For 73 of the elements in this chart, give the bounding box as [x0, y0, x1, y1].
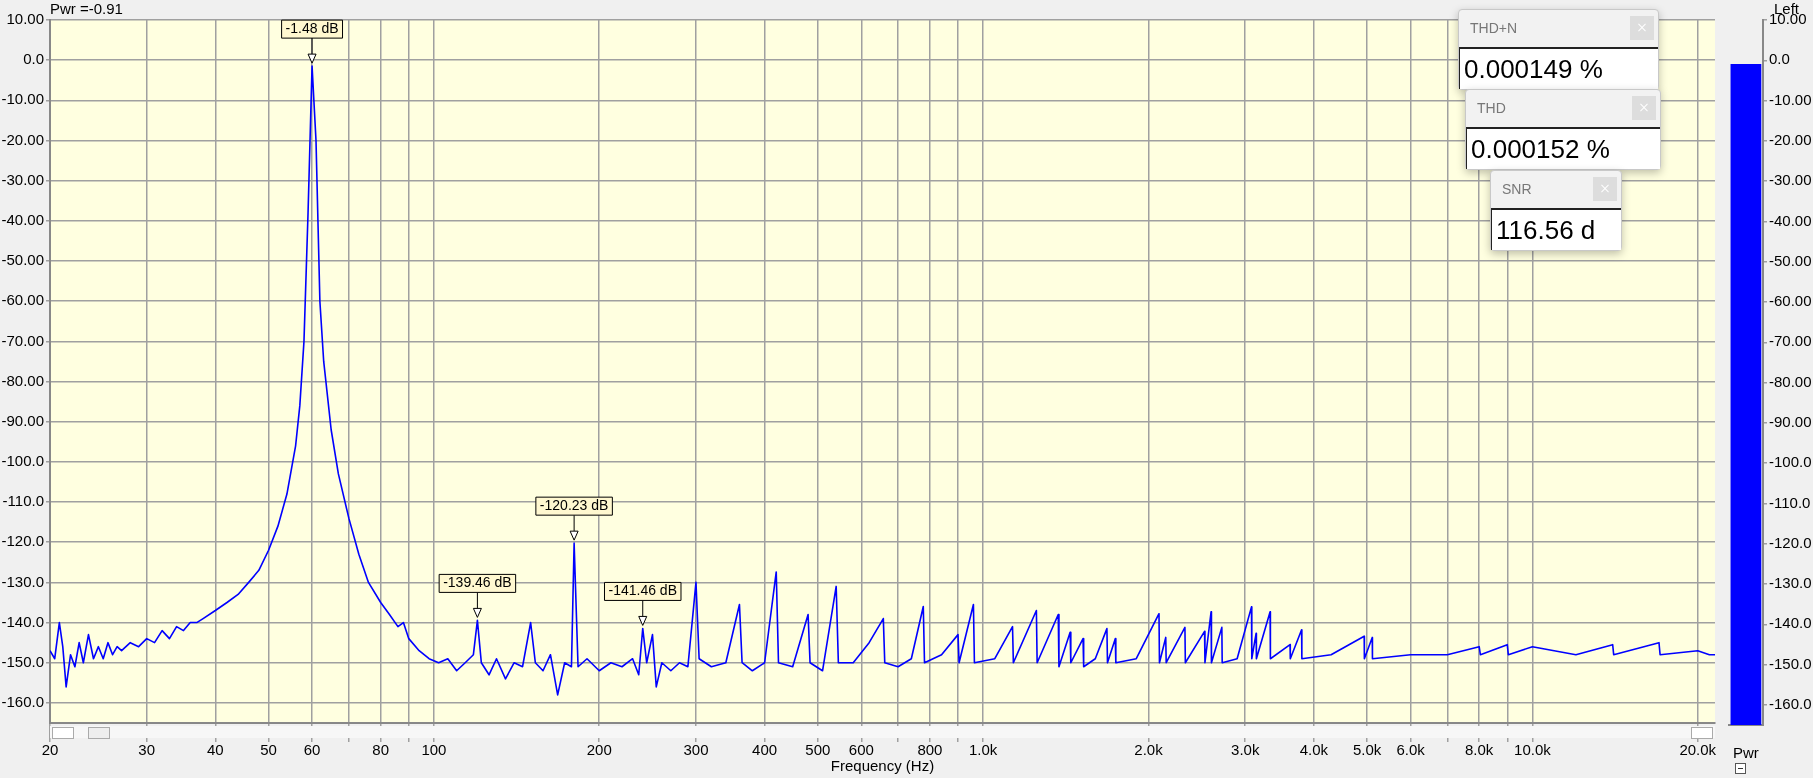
x-tick-label: 10.0k [1514, 741, 1552, 759]
y-tick-label: -30.00 [1, 170, 44, 188]
y-tick-label: -110.0 [2, 492, 44, 510]
x-tick-label: 100 [421, 741, 447, 759]
y-tick-label: 10.00 [6, 10, 44, 28]
y-tick-label: -160.0 [1, 693, 44, 711]
y-tick-label: -60.00 [1, 291, 44, 309]
y-tick-label: -110.0 [1769, 493, 1811, 511]
annotation: 116.56 d [1491, 208, 1621, 250]
y-tick-label: -140.0 [1, 612, 44, 630]
y-tick-label: -80.00 [1, 371, 44, 389]
x-axis-title: Frequency (Hz) [830, 757, 935, 775]
y-tick-label: -140.0 [1769, 614, 1812, 632]
y-tick-label: -50.00 [1, 251, 44, 269]
x-tick-label: 6.0k [1396, 741, 1426, 759]
y-tick-label: -90.00 [1, 411, 44, 429]
annotation: 0.000152 % [1466, 127, 1660, 169]
y-tick-label: 0.0 [1769, 50, 1790, 68]
x-tick-label: 5.0k [1352, 741, 1382, 759]
y-tick-label: -100.0 [1, 452, 44, 470]
annotation: SNR [1502, 181, 1532, 197]
x-tick-label: 600 [848, 741, 874, 759]
y-tick-label: -10.00 [1769, 90, 1812, 108]
y-tick-label: -130.0 [1769, 574, 1812, 592]
text: Pwr =-0.91 [50, 0, 123, 17]
y-tick-label: -130.0 [1, 572, 44, 590]
y-tick-label: -40.00 [1769, 211, 1812, 229]
y-tick-label: -30.00 [1769, 171, 1812, 189]
x-tick-label: 200 [586, 741, 612, 759]
y-tick-label: -100.0 [1769, 453, 1812, 471]
y-tick-label: -120.0 [1769, 533, 1812, 551]
y-tick-label: -70.00 [1, 331, 44, 349]
x-tick-label: 4.0k [1299, 741, 1329, 759]
readout-panel: SNR 116.56 d [1490, 170, 1622, 251]
readout-panel: THD 0.000152 % [1465, 89, 1661, 170]
x-tick-label: 20 [41, 741, 59, 759]
y-tick-label: -60.00 [1769, 292, 1812, 310]
x-tick-label: 2.0k [1134, 741, 1164, 759]
x-tick-label: 300 [683, 741, 709, 759]
x-tick-label: Pwr [1732, 744, 1759, 762]
x-tick-label: 40 [207, 741, 224, 759]
y-tick-label: -40.00 [1, 211, 44, 228]
annotation: -1.48 dB [285, 19, 339, 36]
x-tick-label: 30 [138, 741, 156, 759]
y-tick-label: -20.00 [1, 130, 44, 148]
x-tick-label: 3.0k [1231, 741, 1260, 759]
x-tick-label: 500 [805, 741, 831, 759]
y-tick-label: -10.00 [1, 90, 44, 108]
y-tick-label: -120.0 [1, 532, 44, 550]
x-tick-label: 1.0k [968, 741, 998, 759]
x-tick-label: 80 [372, 741, 390, 759]
x-tick-label: 8.0k [1465, 741, 1494, 759]
y-tick-label: -70.00 [1769, 332, 1812, 350]
y-tick-label: 0.0 [23, 50, 44, 68]
y-tick-label: -90.00 [1769, 413, 1812, 430]
annotation: THD [1477, 100, 1506, 116]
readout-panel: THD+N 0.000149 % [1458, 9, 1659, 90]
x-tick-label: 400 [752, 741, 778, 759]
y-tick-label: -150.0 [1, 652, 44, 670]
x-tick-label: 50 [260, 741, 277, 759]
annotation: 0.000149 % [1459, 47, 1658, 89]
y-tick-label: -50.00 [1769, 251, 1812, 269]
x-tick-label: 60 [303, 741, 321, 759]
x-tick-label: 20.0k [1679, 741, 1717, 759]
annotation: -120.23 dB [539, 497, 609, 514]
y-tick-label: -80.00 [1769, 372, 1812, 390]
annotation: -139.46 dB [443, 574, 512, 591]
y-tick-label: -150.0 [1769, 654, 1812, 672]
annotation: -141.46 dB [608, 582, 677, 599]
x-tick-label: 800 [917, 741, 943, 759]
y-tick-label: -20.00 [1769, 131, 1812, 148]
y-tick-label: -160.0 [1769, 695, 1812, 712]
annotation: THD+N [1470, 20, 1518, 36]
